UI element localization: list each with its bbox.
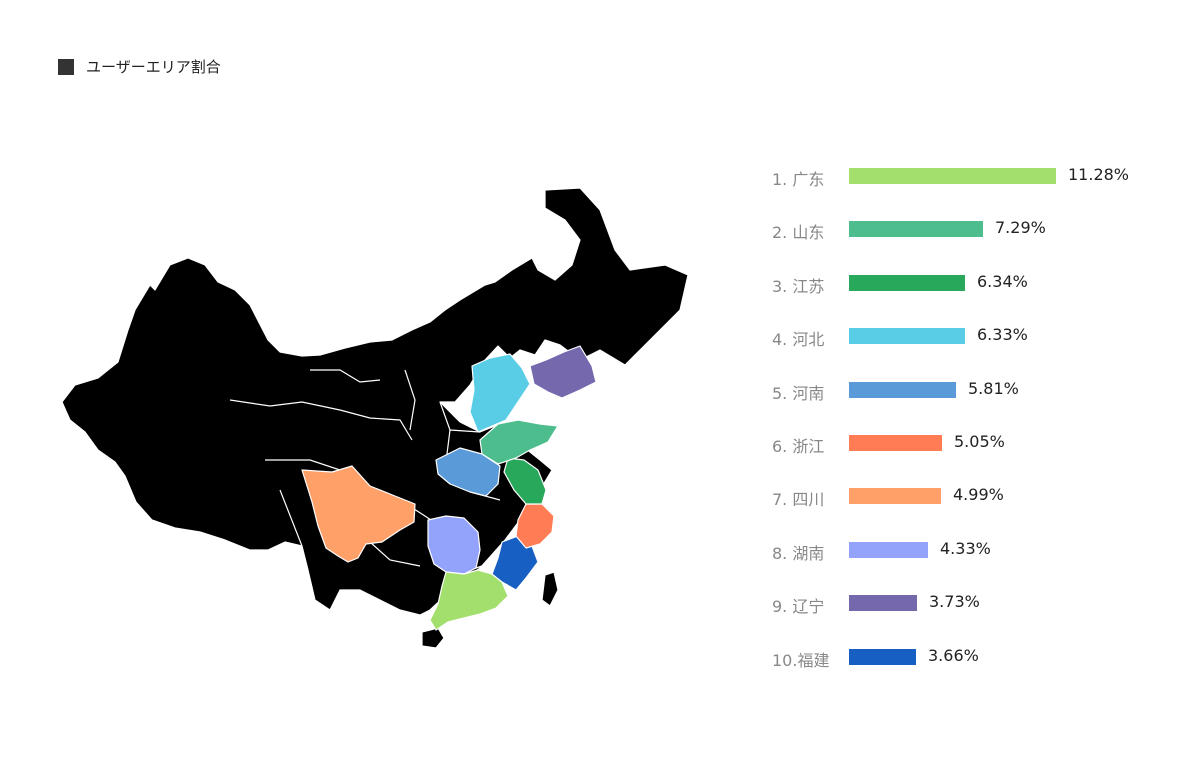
province-liaoning	[529, 345, 597, 399]
rank-label: 7. 四川	[772, 490, 825, 510]
province-shandong	[479, 419, 559, 465]
province-hunan	[427, 515, 481, 575]
rank-value: 4.99%	[953, 485, 1004, 505]
rank-bar	[849, 648, 916, 665]
rank-row: 9. 辽宁 3.73%	[772, 587, 1172, 617]
rank-label: 3. 江苏	[772, 276, 825, 296]
rank-row: 3. 江苏 6.34%	[772, 267, 1172, 297]
rank-value: 4.33%	[940, 538, 991, 558]
rank-label: 4. 河北	[772, 330, 825, 350]
province-henan	[435, 447, 501, 497]
rank-label: 6. 浙江	[772, 437, 825, 456]
rank-row: 2. 山东 7.29%	[772, 213, 1172, 243]
rank-bar	[849, 274, 965, 291]
rank-bar	[849, 328, 965, 345]
rank-row: 5. 河南 5.81%	[772, 374, 1172, 404]
rank-value: 3.73%	[929, 592, 980, 612]
china-map	[40, 170, 720, 660]
rank-value: 5.81%	[968, 378, 1019, 398]
china-map-svg	[61, 187, 689, 649]
rank-label: 9. 辽宁	[772, 597, 825, 617]
rank-label: 2. 山东	[772, 223, 825, 243]
rank-bar	[849, 221, 983, 238]
legend-square-icon	[58, 58, 74, 75]
rank-bar	[849, 435, 942, 451]
map-base-hainan	[421, 627, 445, 649]
rank-row: 10.福建 3.66%	[772, 641, 1172, 671]
ranking-chart: 1. 广东 11.28% 2. 山东 7.29% 3. 江苏 6.34% 4. 河北 6.33…	[772, 160, 1172, 690]
rank-bar	[849, 381, 956, 398]
province-hebei	[469, 353, 531, 433]
rank-value: 5.05%	[954, 432, 1005, 451]
rank-value: 6.33%	[977, 325, 1028, 345]
rank-label: 1. 广东	[772, 170, 825, 189]
rank-value: 6.34%	[977, 271, 1028, 291]
rank-label: 10.福建	[772, 650, 830, 670]
rank-bar	[849, 541, 928, 558]
rank-row: 8. 湖南 4.33%	[772, 534, 1172, 564]
rank-bar	[849, 488, 941, 505]
rank-value: 7.29%	[995, 218, 1046, 238]
map-base-taiwan	[541, 571, 559, 607]
chart-title: ユーザーエリア割合	[86, 58, 221, 76]
province-sichuan	[301, 465, 416, 563]
rank-label: 5. 河南	[772, 383, 825, 403]
rank-row: 4. 河北 6.33%	[772, 320, 1172, 350]
rank-bar	[849, 595, 917, 612]
chart-header: ユーザーエリア割合	[58, 56, 221, 77]
map-base-mainland	[61, 187, 689, 616]
province-jiangsu	[503, 457, 547, 505]
rank-label: 8. 湖南	[772, 543, 825, 563]
rank-bar	[849, 168, 1056, 184]
province-guangdong	[429, 569, 509, 631]
rank-value: 11.28%	[1068, 165, 1130, 184]
rank-row: 7. 四川 4.99%	[772, 480, 1172, 510]
province-zhejiang	[515, 503, 555, 549]
rank-row: 1. 广东 11.28%	[772, 160, 1172, 190]
rank-value: 3.66%	[928, 645, 979, 665]
rank-row: 6. 浙江 5.05%	[772, 427, 1172, 457]
